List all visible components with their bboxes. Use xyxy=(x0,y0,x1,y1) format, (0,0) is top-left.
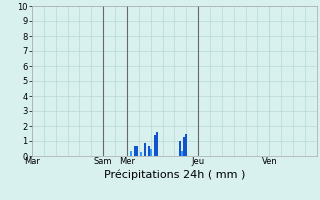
Bar xyxy=(148,146,150,156)
X-axis label: Précipitations 24h ( mm ): Précipitations 24h ( mm ) xyxy=(104,169,245,180)
Bar xyxy=(181,151,183,156)
Bar xyxy=(154,135,156,156)
Bar xyxy=(185,134,187,156)
Bar xyxy=(130,151,132,156)
Bar xyxy=(136,146,138,156)
Bar xyxy=(156,132,157,156)
Bar xyxy=(183,137,185,156)
Bar xyxy=(179,141,181,156)
Bar xyxy=(144,142,146,156)
Bar xyxy=(134,146,136,156)
Bar xyxy=(140,152,142,156)
Bar xyxy=(150,148,152,156)
